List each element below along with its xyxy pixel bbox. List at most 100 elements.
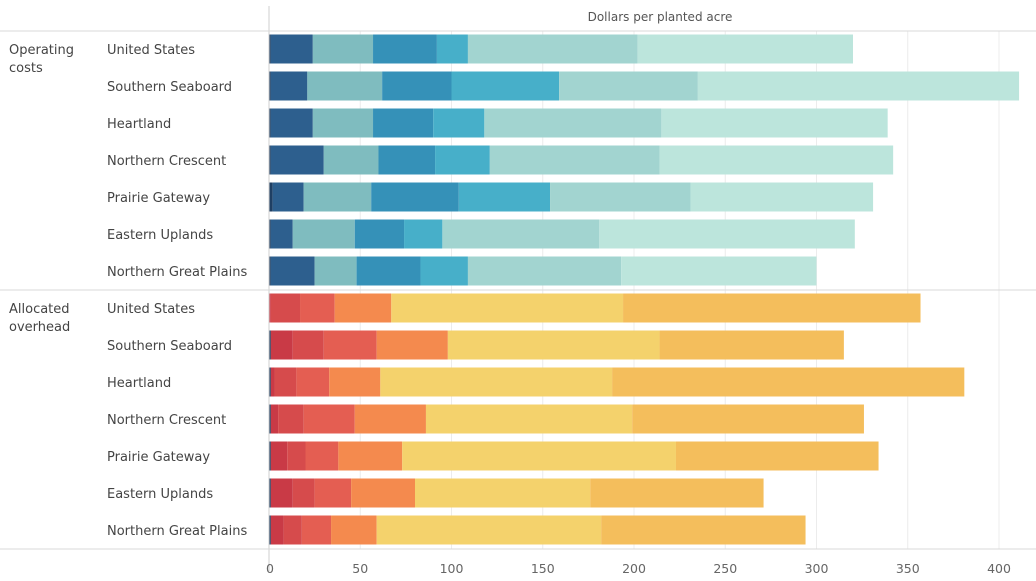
bar-segment xyxy=(356,256,421,286)
bar-segment xyxy=(484,108,662,138)
x-tick-label: 200 xyxy=(622,561,646,576)
row-label: Northern Great Plains xyxy=(107,265,247,280)
bar-segment xyxy=(303,404,355,434)
bar-segment xyxy=(659,330,844,360)
x-tick-label: 100 xyxy=(440,561,464,576)
bar-segment xyxy=(612,367,965,397)
bar-segment xyxy=(269,293,271,323)
bar-segment xyxy=(661,108,888,138)
bar-segment xyxy=(550,182,691,212)
bar-segment xyxy=(621,256,817,286)
bar-segment xyxy=(382,71,452,101)
bar-segment xyxy=(378,145,436,175)
bar-segment xyxy=(269,34,271,64)
bar-segment xyxy=(323,330,377,360)
x-tick-label: 350 xyxy=(896,561,920,576)
bar-segment xyxy=(283,515,302,545)
bar-segment xyxy=(270,293,301,323)
bar-segment xyxy=(659,145,894,175)
x-tick-label: 300 xyxy=(805,561,829,576)
bar-segment xyxy=(270,515,284,545)
bar-segment xyxy=(391,293,624,323)
bar-segment xyxy=(467,34,638,64)
bar-segment xyxy=(270,71,308,101)
row-label: Heartland xyxy=(107,117,171,132)
bar-segment xyxy=(269,256,271,286)
bar-segment xyxy=(300,293,335,323)
bar-segment xyxy=(404,219,443,249)
row-label: Eastern Uplands xyxy=(107,487,213,502)
bar-segment xyxy=(269,478,271,508)
row-label: Southern Seaboard xyxy=(107,339,232,354)
bar-segment xyxy=(274,367,297,397)
bar-segment xyxy=(442,219,600,249)
bar-segment xyxy=(270,441,288,471)
x-tick-label: 250 xyxy=(713,561,737,576)
bar-segment xyxy=(270,367,275,397)
row-label: Northern Great Plains xyxy=(107,524,247,539)
bar-segment xyxy=(373,108,434,138)
x-axis-title: Dollars per planted acre xyxy=(588,10,733,24)
bar-segment xyxy=(354,219,405,249)
bar-segment xyxy=(601,515,806,545)
bar-segment xyxy=(338,441,403,471)
bar-segment xyxy=(314,256,357,286)
bar-segment xyxy=(292,330,324,360)
bar-segment xyxy=(590,478,764,508)
row-label: Southern Seaboard xyxy=(107,80,232,95)
bar-segment xyxy=(447,330,660,360)
bar-segment xyxy=(415,478,591,508)
row-label: Eastern Uplands xyxy=(107,228,213,243)
group-label: Operating costs xyxy=(9,43,74,76)
row-label: Northern Crescent xyxy=(107,413,226,428)
bar-segment xyxy=(436,34,468,64)
bar-segment xyxy=(376,330,448,360)
bar-segment xyxy=(269,71,271,101)
bar-segment xyxy=(312,34,374,64)
x-axis-ticks: 0 50 100 150 200 250 300 350 400 xyxy=(266,561,1011,576)
bar-segment xyxy=(270,404,279,434)
bar-segment xyxy=(371,182,459,212)
row-labels: United States Southern Seaboard Heartland N… xyxy=(9,43,247,539)
bar-segment xyxy=(420,256,468,286)
bar-segment xyxy=(559,71,698,101)
bar-segment xyxy=(323,145,379,175)
row-label: United States xyxy=(107,302,195,317)
bar-segment xyxy=(270,256,315,286)
bar-segment xyxy=(269,145,271,175)
bar-segment xyxy=(435,145,490,175)
bar-segment xyxy=(278,404,304,434)
bar-segment xyxy=(697,71,1020,101)
bar-segment xyxy=(303,182,372,212)
bar-segment xyxy=(270,145,324,175)
row-label: Prairie Gateway xyxy=(107,191,210,206)
group-label: Allocated overhead xyxy=(9,302,70,335)
bar-segment xyxy=(637,34,853,64)
bar-segment xyxy=(272,182,304,212)
bar-segment xyxy=(307,71,383,101)
chart-frame xyxy=(0,6,1036,571)
bar-segment xyxy=(489,145,660,175)
bar-segment xyxy=(270,108,313,138)
bar-segment xyxy=(380,367,613,397)
row-label: Prairie Gateway xyxy=(107,450,210,465)
bar-segment xyxy=(296,367,330,397)
bar-segment xyxy=(269,182,273,212)
bar-segment xyxy=(270,34,313,64)
bar-segment xyxy=(312,108,374,138)
bar-segment xyxy=(292,219,355,249)
row-label: United States xyxy=(107,43,195,58)
bar-segment xyxy=(329,367,381,397)
bar-segment xyxy=(331,515,377,545)
bar-segment xyxy=(632,404,864,434)
bar-segment xyxy=(269,404,271,434)
bar-segment xyxy=(675,441,879,471)
x-tick-label: 50 xyxy=(352,561,368,576)
x-tick-label: 150 xyxy=(531,561,555,576)
x-tick-label: 0 xyxy=(266,561,274,576)
bar-segment xyxy=(269,515,271,545)
bar-segment xyxy=(269,330,271,360)
bar-segment xyxy=(270,330,293,360)
bar-segment xyxy=(373,34,437,64)
